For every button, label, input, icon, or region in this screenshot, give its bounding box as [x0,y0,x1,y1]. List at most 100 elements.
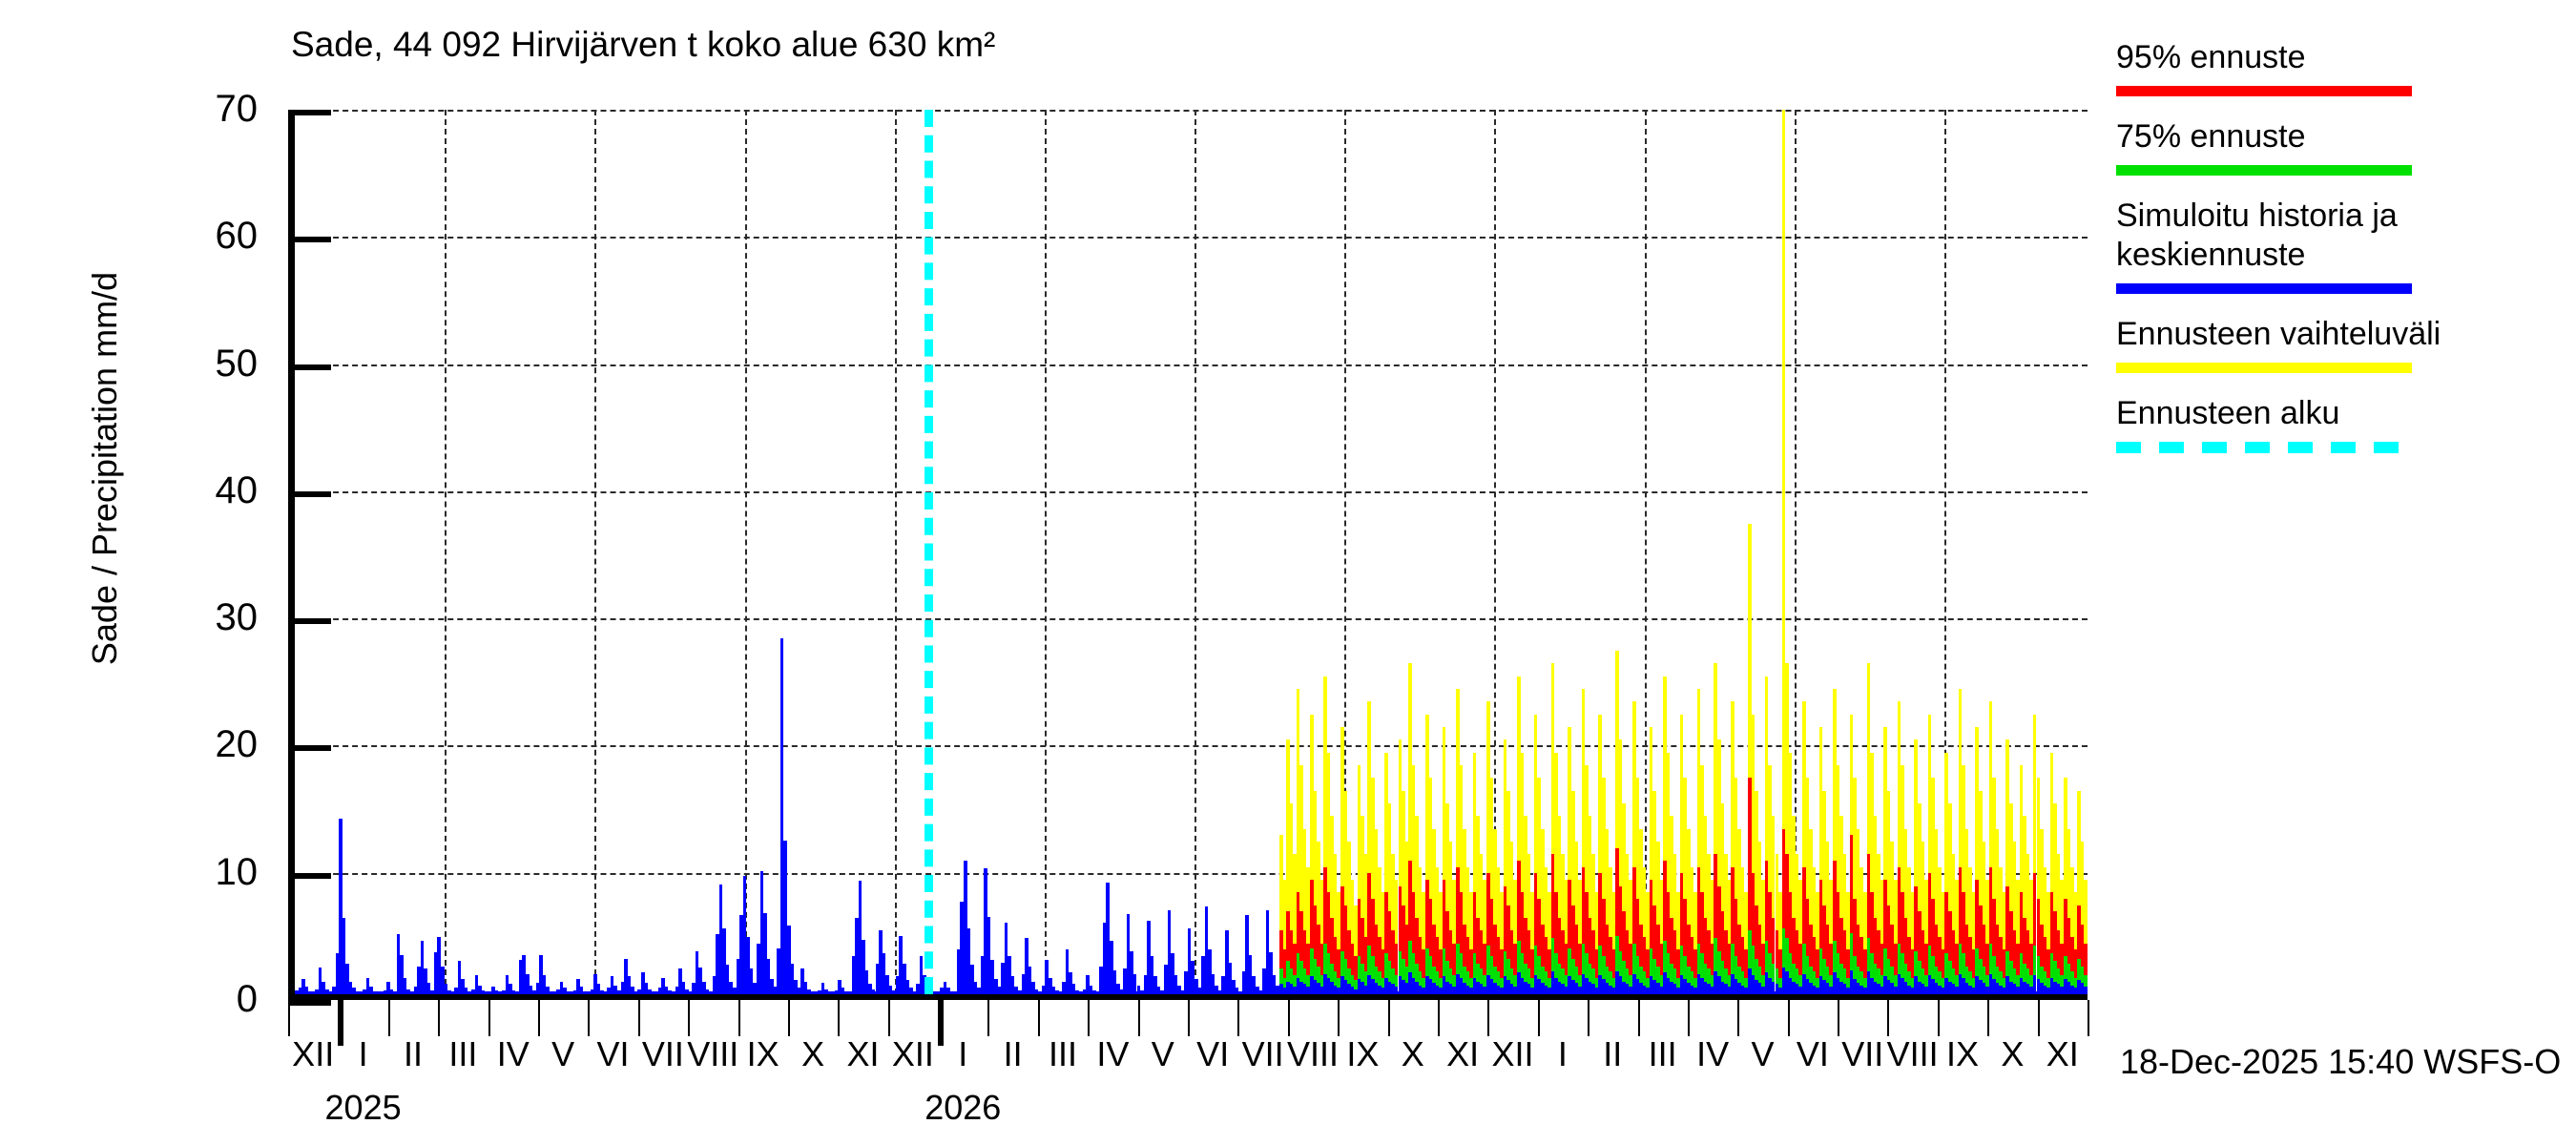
bar-simulated-history [946,988,950,994]
bar-95-forecast [1503,885,1507,994]
bar-75-forecast [1472,953,1477,994]
bar-forecast-range [1768,765,1772,994]
x-tick-10 [787,1000,790,1036]
bar-75-forecast [1870,953,1874,994]
bar-forecast-mean [1907,985,1911,994]
bar-75-forecast [1707,968,1711,994]
bar-75-forecast [1550,938,1555,994]
bar-forecast-mean [1968,985,1972,994]
bar-75-forecast [1337,977,1340,994]
plot-area [288,110,2088,1000]
bar-forecast-range [1934,828,1939,994]
bar-forecast-mean [1938,985,1942,994]
bar-forecast-mean [1659,987,1664,994]
bar-forecast-mean [1755,980,1758,994]
bar-forecast-range [1829,880,1833,994]
bar-75-forecast [1313,958,1318,994]
bar-forecast-range [1883,727,1887,994]
bar-forecast-range [1717,739,1721,994]
bar-forecast-mean [1901,977,1904,994]
bar-75-forecast [1302,968,1307,994]
bar-simulated-history [1069,972,1072,994]
bar-forecast-mean [1768,977,1772,994]
bar-forecast-mean [1581,973,1586,994]
bar-simulated-history [610,976,614,994]
bar-95-forecast [2067,918,2071,994]
bar-forecast-mean [2002,988,2006,994]
bar-forecast-mean [1337,988,1340,994]
bar-forecast-range [1964,828,1969,994]
bar-75-forecast [1676,977,1680,994]
bar-75-forecast [2012,968,2017,994]
bar-75-forecast [1755,958,1758,994]
bar-forecast-range [1832,689,1837,994]
x-tick-label-IV: IV [496,1034,530,1073]
bar-forecast-mean [1319,987,1324,994]
legend-95-forecast-swatch [2116,86,2412,96]
bar-forecast-range [1337,892,1340,994]
bar-forecast-range [1873,816,1878,994]
bar-75-forecast [1788,953,1793,994]
bar-forecast-mean [1870,977,1874,994]
bar-95-forecast [1962,892,1965,994]
bar-95-forecast [1391,930,1395,994]
bar-forecast-range [1445,803,1449,994]
bar-95-forecast [1731,866,1735,994]
bar-forecast-range [1632,701,1636,994]
bar-simulated-history [613,985,618,994]
bar-75-forecast [1700,953,1704,994]
bar-forecast-mean [1785,971,1789,994]
bar-forecast-mean [1672,984,1677,994]
bar-forecast-mean [1670,981,1673,994]
x-tick-22 [1387,1000,1390,1036]
bar-forecast-mean [1537,979,1541,994]
bar-75-forecast [1910,977,1915,994]
bar-forecast-range [1836,765,1840,994]
bar-95-forecast [1456,866,1460,994]
bar-forecast-range [1398,739,1402,994]
bar-forecast-mean [1679,975,1684,994]
bar-forecast-range [1703,816,1708,994]
bar-simulated-history [885,975,889,994]
bar-simulated-history [1187,927,1192,994]
bar-forecast-range [1347,842,1351,994]
bar-simulated-history [712,976,717,994]
bar-forecast-range [1520,752,1525,994]
bar-75-forecast [2009,961,2013,994]
bar-simulated-history [1204,906,1209,994]
bar-forecast-range [1500,892,1504,994]
bar-95-forecast [1313,905,1318,994]
bar-simulated-history [631,987,634,994]
bar-95-forecast [1798,943,1802,994]
bar-75-forecast [1588,964,1592,994]
bar-forecast-range [1618,739,1623,994]
bar-simulated-history [509,984,512,994]
bar-75-forecast [1921,968,1925,994]
bar-simulated-history [838,980,841,994]
bar-simulated-history [940,988,944,994]
bar-forecast-mean [1435,985,1440,994]
bar-forecast-mean [1710,987,1714,994]
bar-forecast-range [1795,854,1799,994]
bar-95-forecast [1378,937,1381,994]
bar-75-forecast [1486,946,1490,994]
bar-forecast-mean [1622,981,1626,994]
bar-95-forecast [2025,930,2030,994]
bar-95-forecast [1442,880,1446,994]
bar-95-forecast [1679,873,1684,994]
bar-forecast-mean [1880,987,1884,994]
bar-forecast-mean [1866,971,1871,994]
bar-75-forecast [1605,966,1610,994]
bar-forecast-mean [1367,975,1372,994]
bar-simulated-history [973,981,978,994]
bar-forecast-range [1988,701,1993,994]
bar-75-forecast [1934,966,1939,994]
bar-95-forecast [1554,892,1558,994]
x-tick-29 [1737,1000,1740,1036]
bar-75-forecast [1944,953,1948,994]
bar-simulated-history [417,966,421,994]
bar-75-forecast [1775,968,1779,994]
bar-forecast-range [1663,676,1667,994]
bar-95-forecast [1707,930,1711,994]
bar-forecast-range [1404,842,1409,994]
